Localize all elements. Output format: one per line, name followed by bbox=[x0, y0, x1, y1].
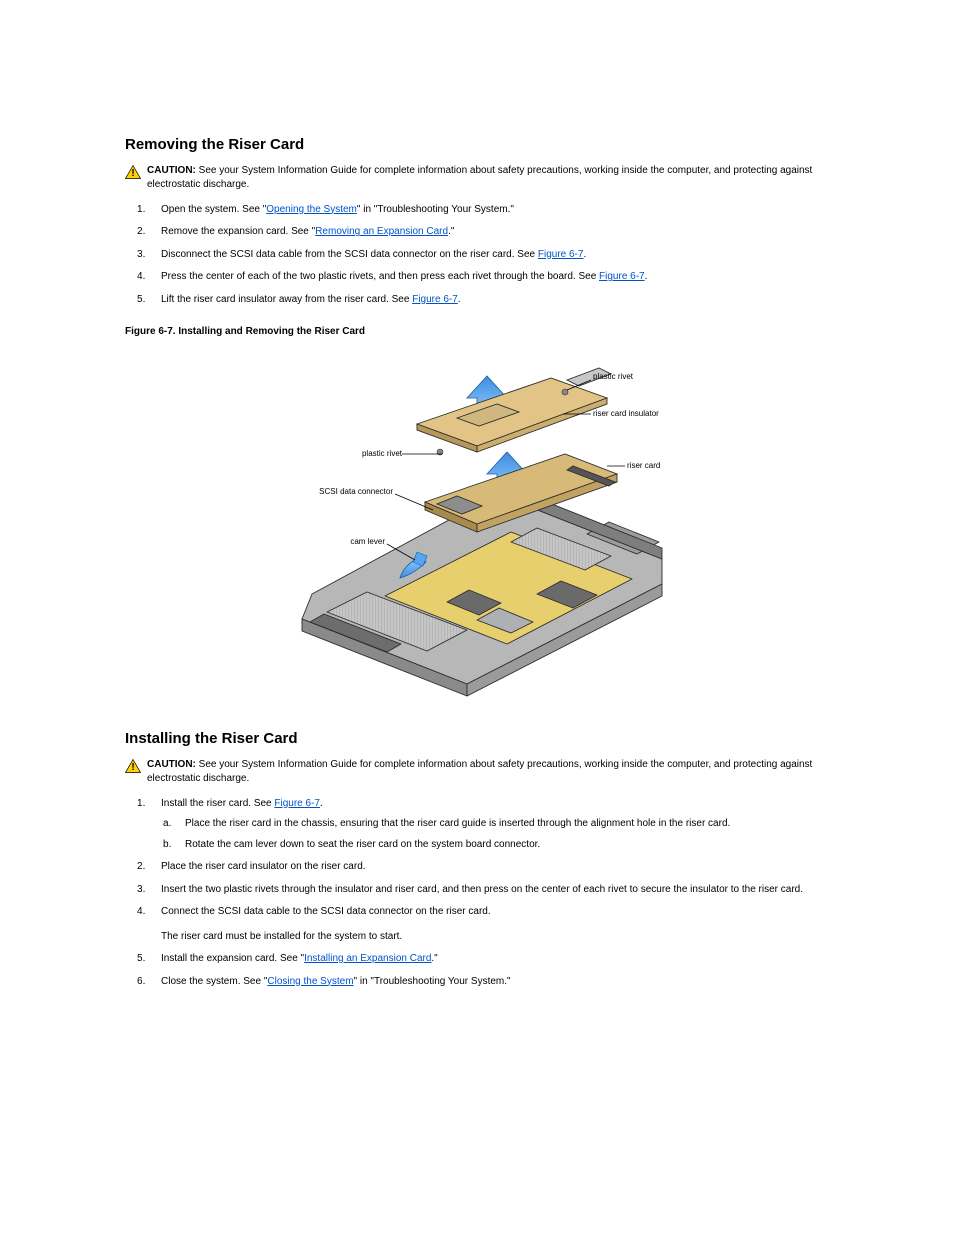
link-figure-6-7[interactable]: Figure 6-7 bbox=[274, 798, 320, 809]
list-item: Lift the riser card insulator away from … bbox=[125, 293, 829, 308]
callout-plastic-rivet-top: plastic rivet bbox=[593, 372, 634, 381]
section-title-remove: Removing the Riser Card bbox=[125, 134, 829, 156]
caution-install: ! CAUTION: See your System Information G… bbox=[125, 758, 829, 787]
steps-install: Install the riser card. See Figure 6-7. … bbox=[125, 797, 829, 990]
svg-text:!: ! bbox=[131, 762, 134, 773]
list-item: Place the riser card insulator on the ri… bbox=[125, 860, 829, 875]
steps-remove: Open the system. See "Opening the System… bbox=[125, 203, 829, 308]
warning-icon: ! bbox=[125, 165, 141, 179]
link-remove-expansion[interactable]: Removing an Expansion Card bbox=[315, 226, 448, 237]
caution-remove: ! CAUTION: See your System Information G… bbox=[125, 164, 829, 193]
list-item: Install the expansion card. See "Install… bbox=[125, 952, 829, 967]
list-item: Rotate the cam lever down to seat the ri… bbox=[161, 838, 829, 853]
list-item: Press the center of each of the two plas… bbox=[125, 270, 829, 285]
warning-icon: ! bbox=[125, 759, 141, 773]
list-item: Connect the SCSI data cable to the SCSI … bbox=[125, 905, 829, 944]
figure-illustration: plastic rivet riser card insulator plast… bbox=[267, 344, 687, 704]
page-content: Removing the Riser Card ! CAUTION: See y… bbox=[0, 0, 954, 1063]
svg-text:!: ! bbox=[131, 168, 134, 179]
callout-riser-insulator: riser card insulator bbox=[593, 409, 659, 418]
figure-caption: Figure 6-7. Installing and Removing the … bbox=[125, 325, 829, 340]
list-item: Open the system. See "Opening the System… bbox=[125, 203, 829, 218]
link-close-system[interactable]: Closing the System bbox=[267, 976, 353, 987]
link-figure-6-7[interactable]: Figure 6-7 bbox=[412, 294, 458, 305]
note-text: The riser card must be installed for the… bbox=[161, 930, 829, 945]
list-item: Install the riser card. See Figure 6-7. … bbox=[125, 797, 829, 853]
caution-text: CAUTION: See your System Information Gui… bbox=[147, 758, 829, 787]
svg-text:plastic rivet: plastic rivet bbox=[362, 449, 403, 458]
caution-text: CAUTION: See your System Information Gui… bbox=[147, 164, 829, 193]
section-title-install: Installing the Riser Card bbox=[125, 728, 829, 750]
link-install-expansion[interactable]: Installing an Expansion Card bbox=[304, 953, 431, 964]
list-item: Remove the expansion card. See "Removing… bbox=[125, 225, 829, 240]
link-figure-6-7[interactable]: Figure 6-7 bbox=[599, 271, 645, 282]
callout-cam-lever: cam lever bbox=[350, 537, 385, 546]
figure-wrap: plastic rivet riser card insulator plast… bbox=[125, 344, 829, 704]
callout-riser-card: riser card bbox=[627, 461, 660, 470]
list-item: Place the riser card in the chassis, ens… bbox=[161, 817, 829, 832]
callout-scsi: SCSI data connector bbox=[319, 487, 393, 496]
list-item: Insert the two plastic rivets through th… bbox=[125, 883, 829, 898]
link-open-system[interactable]: Opening the System bbox=[266, 204, 357, 215]
list-item: Close the system. See "Closing the Syste… bbox=[125, 975, 829, 990]
list-item: Disconnect the SCSI data cable from the … bbox=[125, 248, 829, 263]
link-figure-6-7[interactable]: Figure 6-7 bbox=[538, 249, 584, 260]
